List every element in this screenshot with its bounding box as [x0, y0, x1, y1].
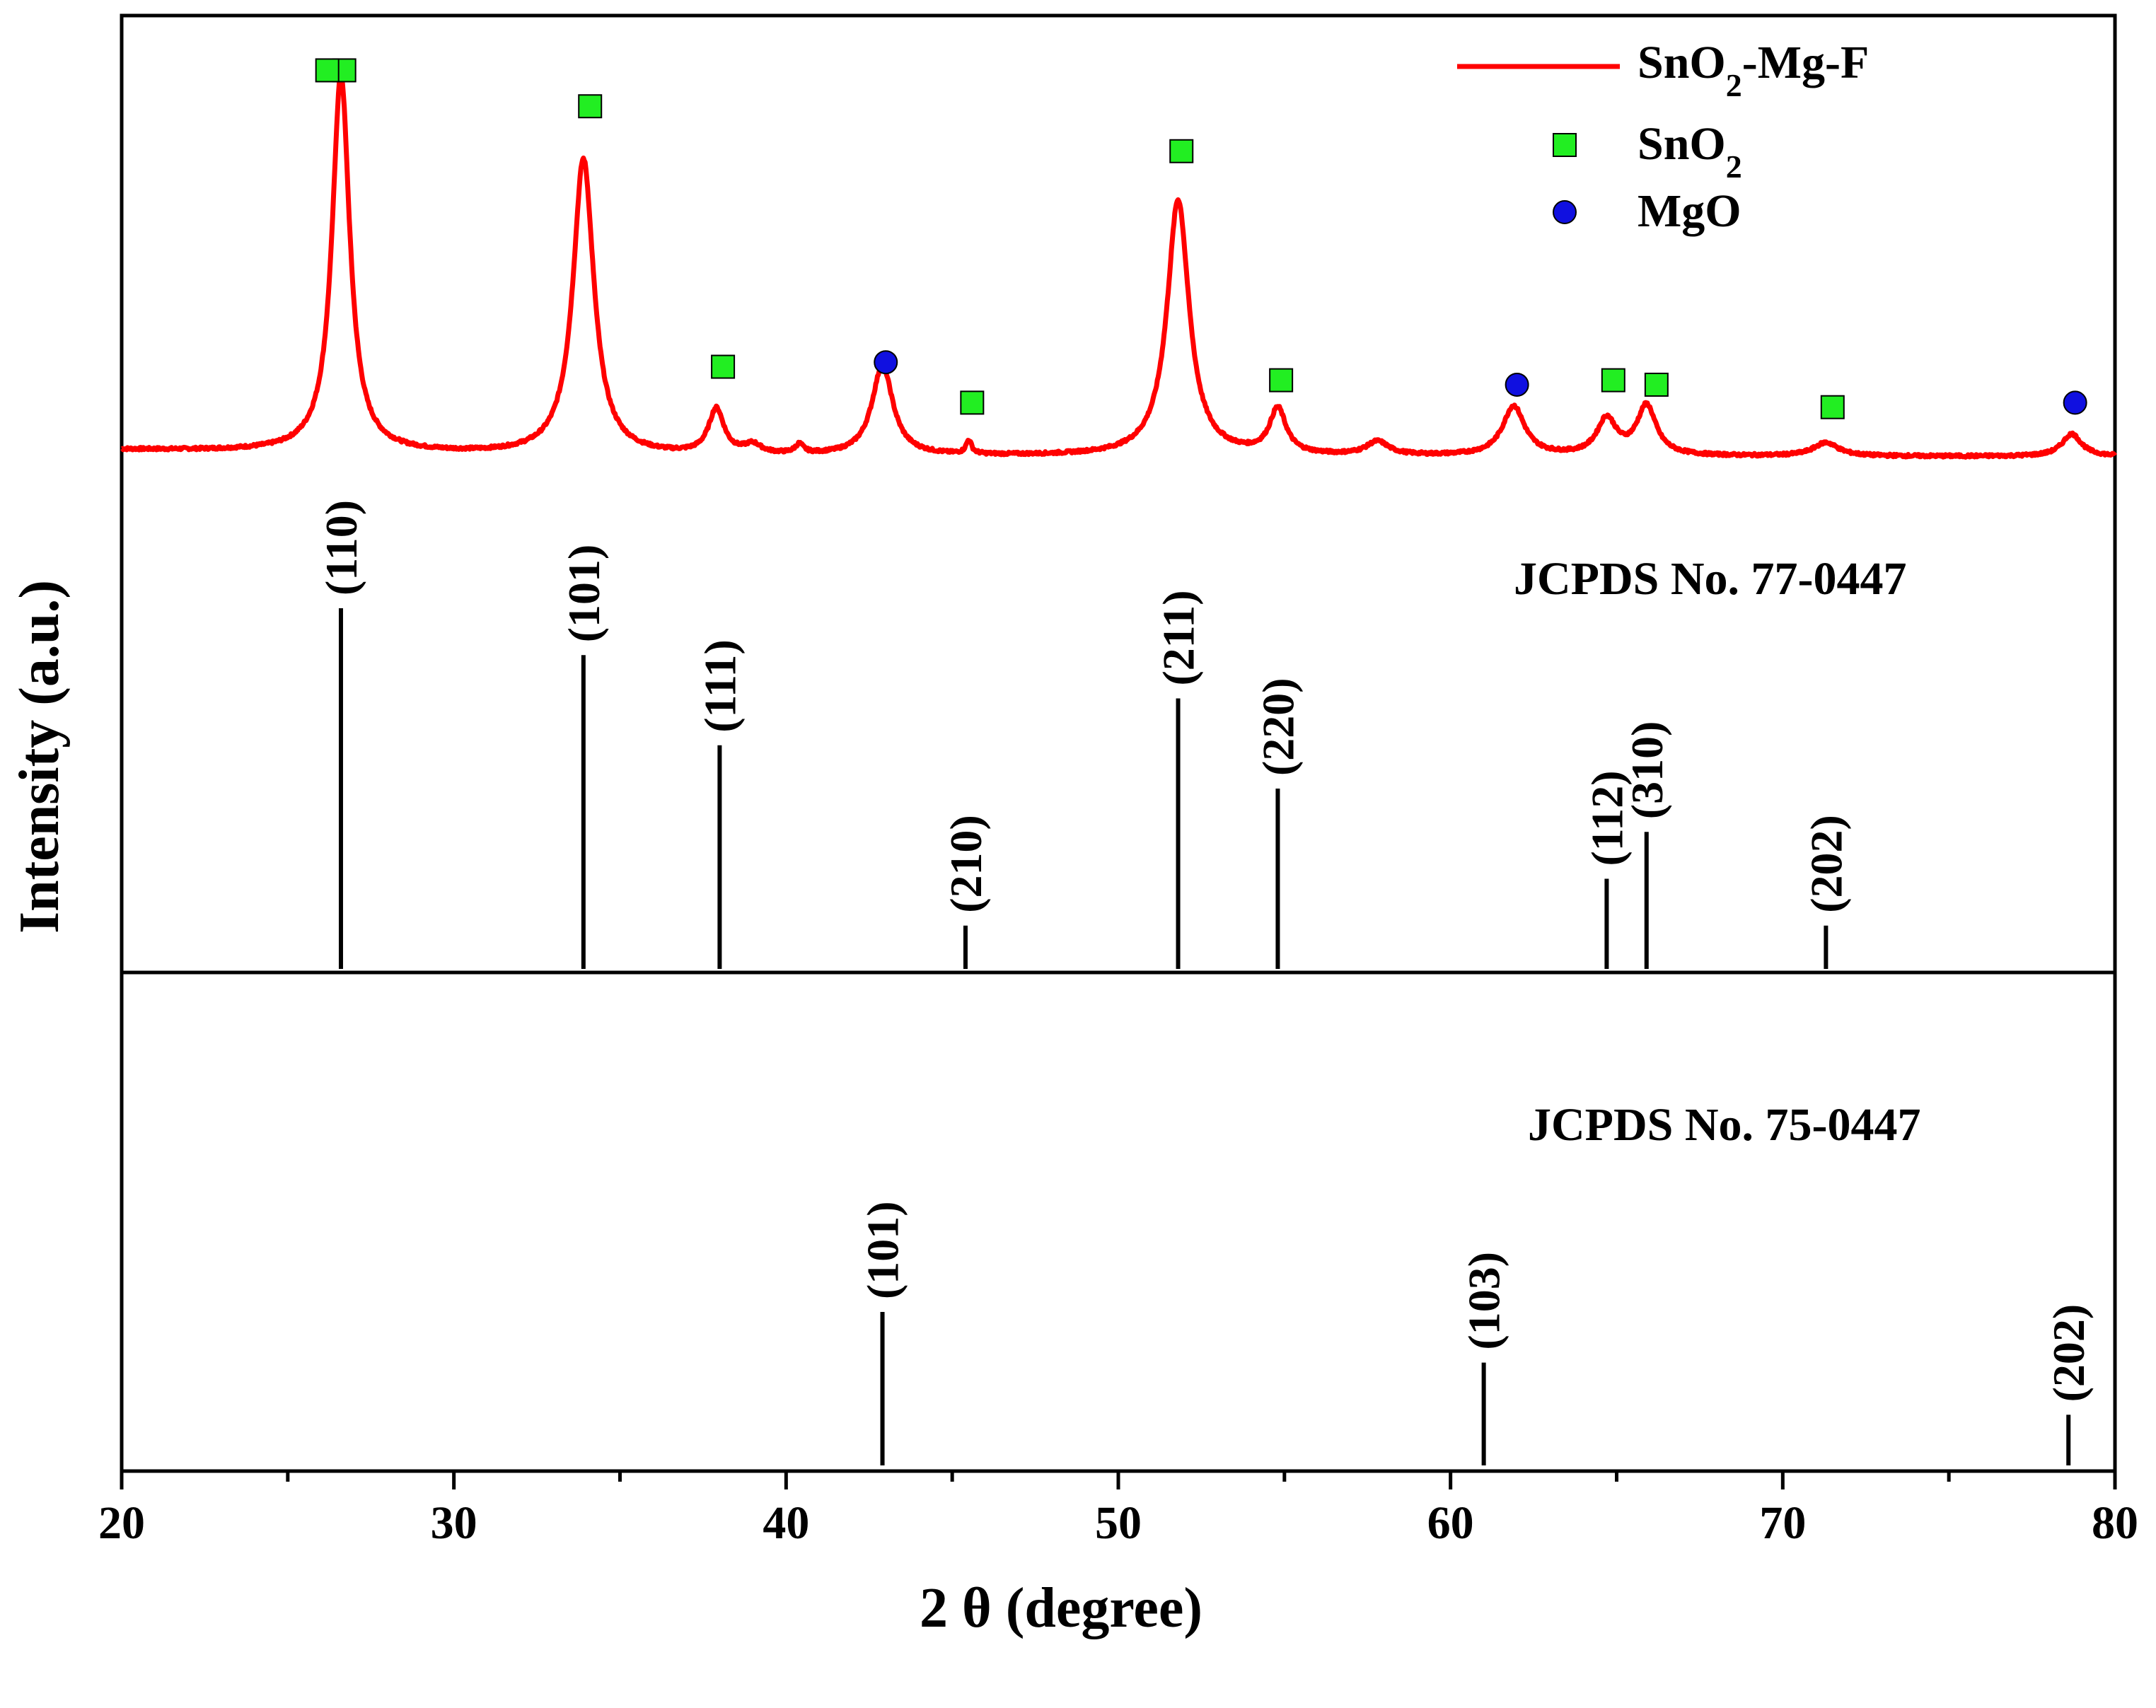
sno2-marker — [1169, 139, 1194, 163]
hkl-label: (220) — [1253, 678, 1303, 776]
sno2-marker — [1269, 368, 1294, 393]
x-tick-label: 50 — [1095, 1497, 1142, 1549]
x-tick-label: 80 — [2092, 1497, 2138, 1549]
reference-title: JCPDS No. 75-0447 — [1528, 1099, 1921, 1151]
x-tick-label: 30 — [431, 1497, 477, 1549]
hkl-label: (202) — [1801, 815, 1851, 913]
sno2-marker — [960, 390, 985, 415]
x-tick-label: 70 — [1759, 1497, 1806, 1549]
x-tick-label: 20 — [98, 1497, 145, 1549]
sno2-marker — [578, 94, 603, 119]
hkl-label: (210) — [941, 815, 991, 913]
panel-top: (110) (101) (111) (210) (211) (220) (112)(310)… — [120, 13, 2117, 975]
legend-label: SnO2-Mg-F — [1638, 37, 1869, 103]
mgo-marker — [1505, 372, 1529, 397]
sno2-marker — [315, 58, 340, 83]
hkl-label: (211) — [1154, 590, 1204, 685]
hkl-label: (111) — [695, 639, 745, 733]
hkl-label: (310) — [1622, 721, 1672, 820]
legend-circle-swatch — [1553, 200, 1577, 224]
hkl-label: (202) — [2044, 1304, 2094, 1402]
hkl-label: (110) — [316, 500, 366, 596]
y-axis-title: Intensity (a.u.) — [8, 580, 71, 934]
x-axis-title: 2 θ (degree) — [920, 1577, 1202, 1639]
legend-square-swatch — [1553, 133, 1577, 157]
x-tick-label: 60 — [1427, 1497, 1474, 1549]
panel-bottom: (101) (103) (202) JCPDS No. 75-0447 — [120, 970, 2117, 1473]
hkl-label: (101) — [858, 1201, 908, 1299]
sno2-marker — [1644, 372, 1669, 397]
sno2-marker — [1820, 395, 1845, 419]
hkl-label: (101) — [559, 545, 609, 643]
legend-label: SnO2 — [1638, 118, 1742, 185]
x-axis: 20 30 40 50 60 70 80 — [98, 1471, 2138, 1549]
mgo-marker — [2063, 390, 2087, 415]
sno2-marker — [1601, 368, 1625, 393]
mgo-marker — [874, 350, 898, 375]
panel-bottom-frame — [120, 970, 2117, 1473]
hkl-label: (103) — [1459, 1252, 1509, 1350]
hkl-label: (112) — [1582, 770, 1632, 866]
x-tick-label: 40 — [763, 1497, 809, 1549]
legend-label: MgO — [1638, 185, 1741, 237]
sno2-marker — [711, 354, 736, 379]
reference-title: JCPDS No. 77-0447 — [1514, 553, 1907, 605]
series-sno2-mg-f-line — [120, 72, 2117, 460]
